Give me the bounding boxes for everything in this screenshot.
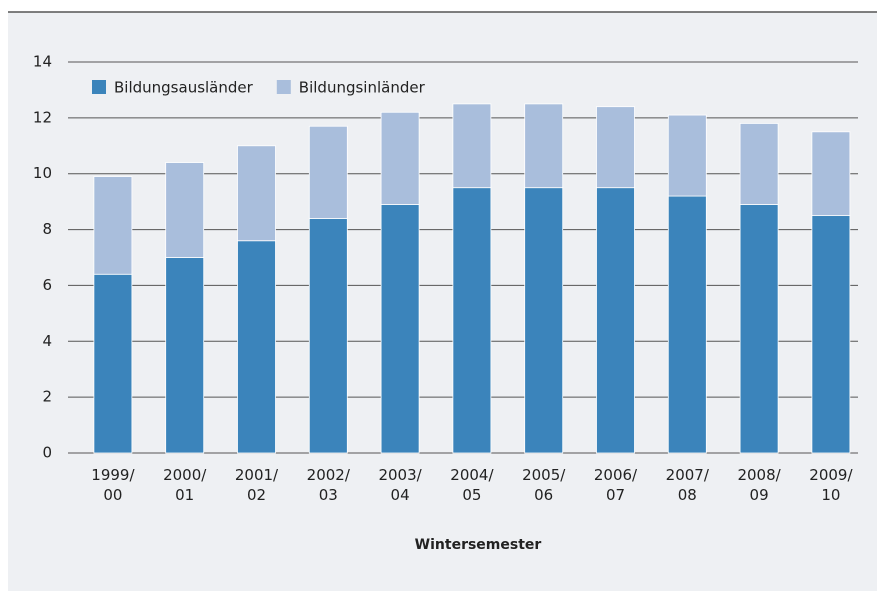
x-tick-label: 2003/04	[378, 466, 422, 504]
x-tick-label: 1999/00	[91, 466, 135, 504]
bar-segment	[667, 195, 707, 454]
x-tick-label: 2007/08	[666, 466, 710, 504]
legend-swatch	[92, 80, 106, 94]
bar-segment	[739, 204, 779, 454]
y-tick-label: 8	[42, 220, 52, 238]
x-tick-label: 2002/03	[307, 466, 351, 504]
x-axis-title: Wintersemester	[415, 537, 542, 553]
bar-segment	[811, 215, 851, 454]
y-tick-label: 10	[33, 164, 52, 182]
bar-segment	[93, 176, 133, 275]
bar-segment	[452, 103, 492, 189]
y-tick-label: 0	[42, 444, 52, 462]
x-tick-label: 2005/06	[522, 466, 566, 504]
bar-segment	[237, 145, 276, 242]
y-tick-label: 12	[33, 108, 52, 126]
bar-segment	[380, 204, 420, 454]
bar-segment	[596, 106, 635, 189]
panel	[8, 12, 877, 591]
bar-segment	[524, 103, 564, 189]
x-tick-label: 2009/10	[809, 466, 853, 504]
y-tick-label: 4	[42, 332, 52, 350]
bar-segment	[237, 240, 276, 454]
x-tick-label: 2001/02	[235, 466, 279, 504]
bar-segment	[524, 187, 564, 454]
x-tick-label: 2000/01	[163, 466, 207, 504]
bar-segment	[308, 125, 348, 219]
y-tick-label: 6	[42, 276, 52, 294]
bar-segment	[165, 162, 205, 258]
legend-label: Bildungsausländer	[114, 79, 254, 97]
bar-segment	[739, 123, 779, 205]
x-tick-label: 2004/05	[450, 466, 494, 504]
x-tick-label: 2006/07	[594, 466, 638, 504]
legend-label: Bildungsinländer	[299, 79, 426, 97]
bar-segment	[596, 187, 635, 454]
y-tick-label: 14	[33, 53, 52, 71]
bar-segment	[308, 217, 348, 454]
bar-segment	[380, 111, 420, 205]
bar-segment	[667, 114, 707, 197]
legend-swatch	[276, 80, 291, 94]
bar-segment	[165, 257, 205, 454]
x-tick-label: 2008/09	[737, 466, 781, 504]
bar-segment	[452, 187, 492, 454]
bar-segment	[811, 131, 851, 217]
bar-segment	[93, 273, 133, 454]
y-tick-label: 2	[42, 388, 52, 406]
